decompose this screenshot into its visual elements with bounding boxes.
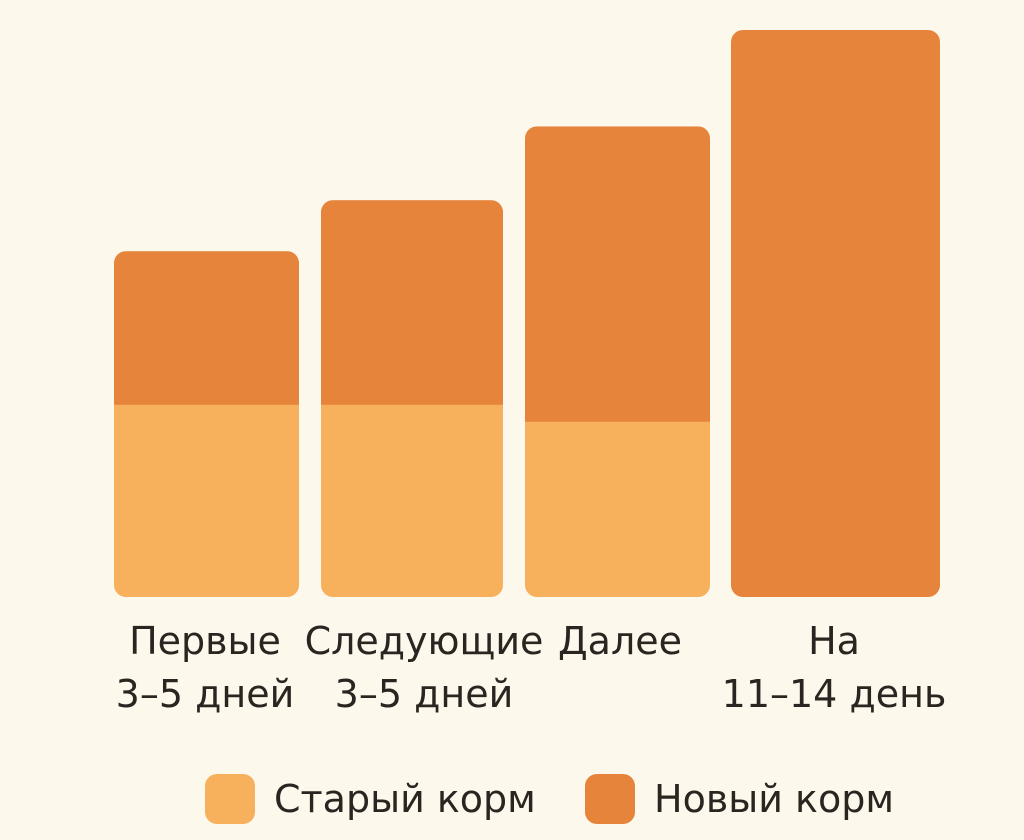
legend-label-new-food: Новый корм xyxy=(654,777,894,821)
bar-segment-new-food-3 xyxy=(525,126,710,422)
legend-label-old-food: Старый корм xyxy=(274,777,536,821)
category-label-1-line-1: Первые xyxy=(129,619,281,663)
legend-swatch-new-food xyxy=(585,774,635,824)
category-label-4-line-1: На xyxy=(808,619,860,663)
bar-group-4 xyxy=(731,30,940,597)
category-label-3-line-1: Далее xyxy=(558,619,682,663)
bar-group-3 xyxy=(525,126,710,597)
category-label-4-line-2: 11–14 день xyxy=(722,672,947,716)
category-label-2-line-2: 3–5 дней xyxy=(335,672,514,716)
legend: Старый корм Новый корм xyxy=(205,774,894,824)
bar-segment-new-food-2 xyxy=(321,200,503,405)
bar-group-2 xyxy=(321,200,503,597)
legend-swatch-old-food xyxy=(205,774,255,824)
bar-segment-old-food-1 xyxy=(114,404,299,597)
bar-segment-old-food-3 xyxy=(525,421,710,597)
bar-segment-old-food-2 xyxy=(321,404,503,597)
bar-segment-new-food-1 xyxy=(114,251,299,405)
category-label-1-line-2: 3–5 дней xyxy=(116,672,295,716)
bars-layer xyxy=(114,30,940,597)
bar-segment-new-food-4 xyxy=(731,30,940,597)
category-label-2-line-1: Следующие xyxy=(305,619,544,663)
bar-group-1 xyxy=(114,251,299,597)
